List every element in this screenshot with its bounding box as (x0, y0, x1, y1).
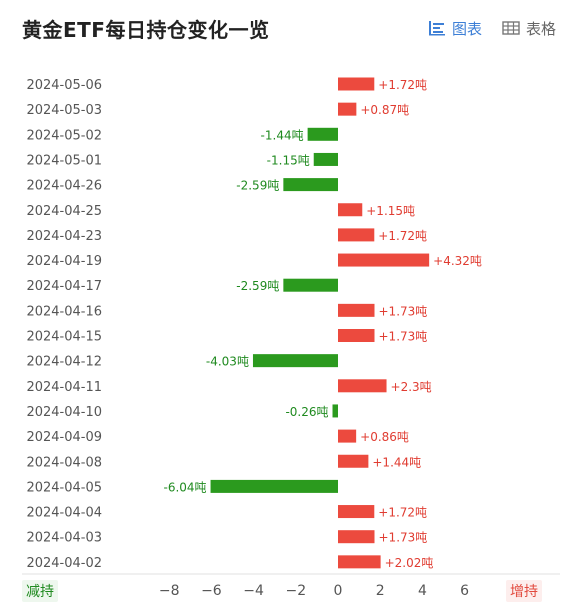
value-label: +1.73吨 (379, 531, 428, 545)
category-label: 2024-04-12 (26, 355, 102, 370)
bar[interactable] (338, 203, 363, 217)
x-tick-label: −8 (159, 583, 180, 599)
value-label: +4.32吨 (433, 254, 482, 268)
bar[interactable] (338, 228, 375, 242)
category-label: 2024-04-11 (26, 380, 102, 395)
bar[interactable] (338, 102, 357, 116)
category-label: 2024-04-25 (26, 204, 102, 219)
value-label: +0.86吨 (360, 430, 409, 444)
x-tick-label: −4 (243, 583, 264, 599)
value-label: -6.04吨 (163, 480, 206, 494)
value-label: -0.26吨 (285, 405, 328, 419)
category-label: 2024-04-26 (26, 179, 102, 194)
value-label: -1.15吨 (267, 153, 310, 167)
chart-view-label: 图表 (452, 19, 483, 38)
x-tick-label: −6 (201, 583, 222, 599)
category-label: 2024-04-08 (26, 455, 102, 470)
value-label: +1.73吨 (379, 330, 428, 344)
category-label: 2024-04-23 (26, 229, 102, 244)
category-label: 2024-04-09 (26, 430, 102, 445)
x-tick-label: 6 (460, 583, 469, 599)
value-label: -2.59吨 (236, 179, 279, 193)
bar[interactable] (332, 404, 338, 418)
bar[interactable] (283, 178, 338, 192)
value-label: +1.72吨 (378, 229, 427, 243)
category-label: 2024-04-16 (26, 304, 102, 319)
bar[interactable] (338, 253, 430, 267)
category-label: 2024-04-05 (26, 480, 102, 495)
increase-legend-label: 增持 (506, 580, 542, 602)
value-label: +1.15吨 (366, 204, 415, 218)
chart-header: 黄金ETF每日持仓变化一览 图表 表格 (0, 0, 580, 56)
bar[interactable] (307, 127, 338, 141)
bar[interactable] (338, 505, 375, 519)
bar[interactable] (252, 354, 338, 368)
category-label: 2024-05-03 (26, 103, 102, 118)
x-tick-label: 4 (418, 583, 427, 599)
table-icon (502, 21, 520, 35)
decrease-legend-label: 减持 (22, 580, 58, 602)
category-label: 2024-04-19 (26, 254, 102, 269)
chart-view-toggle[interactable]: 图表 (428, 18, 482, 38)
value-label: +1.73吨 (379, 304, 428, 318)
category-label: 2024-04-04 (26, 506, 102, 521)
bar[interactable] (338, 329, 375, 342)
bar[interactable] (338, 555, 381, 569)
category-label: 2024-05-02 (26, 128, 102, 143)
category-label: 2024-04-15 (26, 330, 102, 345)
value-label: +2.3吨 (391, 380, 432, 394)
page-title: 黄金ETF每日持仓变化一览 (22, 18, 270, 42)
bar[interactable] (338, 303, 375, 317)
category-label: 2024-04-10 (26, 405, 102, 420)
value-label: +1.72吨 (378, 506, 427, 520)
bar[interactable] (283, 278, 338, 292)
category-label: 2024-04-17 (26, 279, 102, 294)
value-label: -4.03吨 (206, 355, 249, 369)
category-label: 2024-05-01 (26, 153, 102, 168)
value-label: +0.87吨 (360, 103, 409, 117)
category-label: 2024-04-03 (26, 531, 102, 546)
x-tick-label: −2 (285, 583, 306, 599)
category-label: 2024-04-02 (26, 556, 102, 571)
value-label: +2.02吨 (385, 556, 434, 570)
bar[interactable] (338, 77, 375, 91)
table-view-label: 表格 (526, 19, 557, 38)
value-label: +1.44吨 (372, 455, 421, 469)
bar[interactable] (338, 429, 357, 443)
bar-chart-icon (429, 21, 445, 36)
bar[interactable] (210, 479, 338, 493)
bar[interactable] (338, 454, 369, 468)
category-label: 2024-05-06 (26, 78, 102, 93)
x-tick-label: 0 (334, 583, 343, 599)
bar[interactable] (338, 530, 375, 544)
bar[interactable] (338, 379, 387, 393)
value-label: -2.59吨 (236, 279, 279, 293)
bar[interactable] (313, 152, 338, 166)
table-view-toggle[interactable]: 表格 (502, 18, 556, 38)
value-label: -1.44吨 (261, 128, 304, 142)
value-label: +1.72吨 (378, 78, 427, 92)
x-tick-label: 2 (376, 583, 385, 599)
